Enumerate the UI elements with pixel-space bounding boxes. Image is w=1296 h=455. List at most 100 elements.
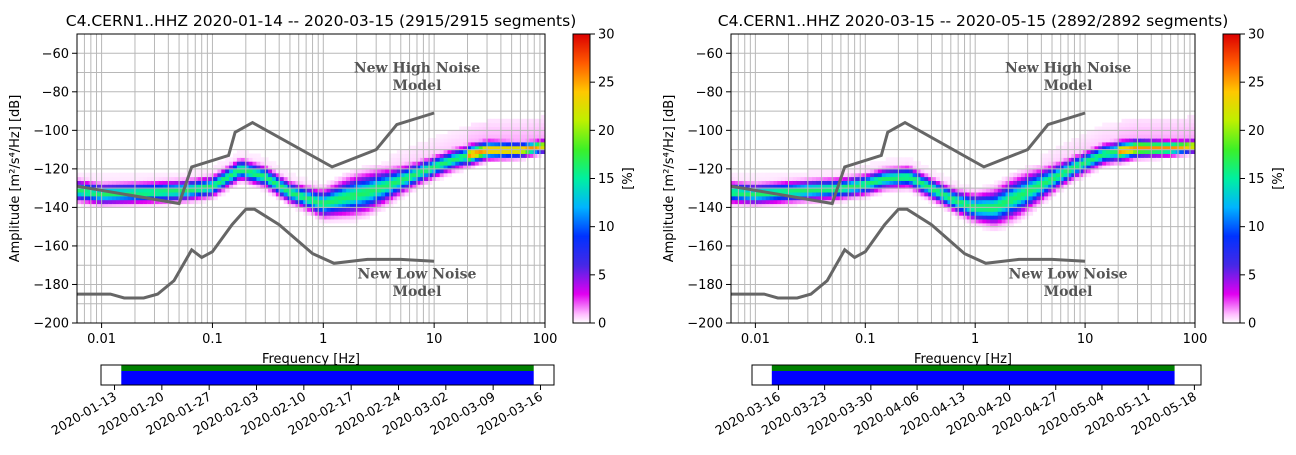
heatmap-cell (428, 176, 433, 181)
heatmap-cell (373, 188, 378, 193)
heatmap-cell (314, 192, 320, 197)
heatmap-cell (800, 172, 805, 178)
heatmap-cell (1032, 184, 1037, 189)
heatmap-cell (1137, 138, 1142, 143)
heatmap-cell (1017, 168, 1022, 174)
heatmap-cell (1017, 192, 1022, 197)
heatmap-cell (521, 126, 526, 131)
heatmap-cell (217, 192, 222, 197)
heatmap-cell (201, 172, 207, 178)
heatmap-cell (1090, 134, 1095, 139)
heatmap-cell (785, 188, 790, 193)
heatmap-cell (209, 172, 214, 178)
heatmap-cell (322, 203, 328, 208)
heatmap-cell (990, 211, 995, 216)
heatmap-cell (1032, 192, 1037, 197)
heatmap-cell (1021, 172, 1026, 178)
heatmap-cell (773, 172, 778, 178)
heatmap-cell (781, 172, 786, 178)
heatmap-cell (201, 192, 207, 197)
heatmap-cell (1121, 153, 1126, 158)
heatmap-cell (862, 172, 867, 178)
heatmap-cell (997, 219, 1003, 224)
heatmap-cell (986, 199, 991, 205)
heatmap-cell (424, 149, 429, 154)
heatmap-cell (1094, 161, 1099, 166)
heatmap-cell (447, 165, 452, 170)
heatmap-cell (295, 188, 300, 193)
heatmap-cell (993, 180, 999, 185)
heatmap-cell (166, 192, 172, 197)
heatmap-cell (369, 192, 374, 197)
heatmap-cell (385, 195, 390, 201)
heatmap-cell (1036, 172, 1041, 178)
heatmap-cell (506, 126, 511, 131)
colorbar-tick-label: 0 (598, 317, 606, 332)
heatmap-cell (346, 176, 351, 181)
heatmap-cell (135, 203, 140, 208)
heatmap-cell (139, 192, 144, 197)
y-tick-label: −200 (687, 317, 723, 332)
heatmap-cell (1009, 184, 1014, 189)
heatmap-cell (478, 141, 484, 147)
heatmap-cell (831, 176, 836, 181)
heatmap-cell (1183, 138, 1188, 143)
heatmap-cell (808, 199, 813, 205)
heatmap-cell (874, 180, 879, 185)
heatmap-cell (1133, 149, 1138, 154)
heatmap-cell (182, 180, 187, 185)
heatmap-cell (932, 199, 937, 205)
x-tick-label: 1 (971, 332, 979, 347)
heatmap-cell (338, 195, 343, 201)
heatmap-cell (974, 222, 979, 228)
heatmap-cell (127, 203, 133, 208)
heatmap-cell (490, 157, 495, 162)
heatmap-cell (190, 195, 195, 201)
heatmap-cell (758, 180, 763, 185)
heatmap-cell (963, 188, 968, 193)
y-tick-label: −100 (33, 124, 69, 139)
heatmap-cell (916, 184, 921, 189)
heatmap-cell (1191, 138, 1196, 143)
heatmap-cell (408, 157, 413, 162)
heatmap-cell (916, 168, 921, 174)
heatmap-cell (966, 203, 972, 208)
heatmap-cell (808, 176, 813, 181)
heatmap-cell (1098, 141, 1103, 147)
heatmap-cell (182, 172, 187, 178)
heatmap-cell (408, 172, 413, 178)
heatmap-cell (139, 172, 144, 178)
heatmap-cell (966, 192, 972, 197)
heatmap-cell (311, 192, 316, 197)
heatmap-cell (1028, 184, 1034, 189)
heatmap-cell (353, 219, 359, 224)
heatmap-cell (1059, 188, 1065, 193)
heatmap-cell (812, 168, 817, 174)
heatmap-cell (893, 188, 898, 193)
heatmap-cell (1117, 130, 1123, 135)
heatmap-cell (1133, 153, 1138, 158)
heatmap-cell (831, 168, 836, 174)
heatmap-cell (746, 176, 751, 181)
heatmap-cell (373, 199, 378, 205)
plot-frame (76, 33, 546, 324)
heatmap-cell (1028, 207, 1034, 212)
heatmap-cell (100, 184, 105, 189)
heatmap-cell (823, 168, 829, 174)
heatmap-cell (96, 195, 101, 201)
heatmap-cell (854, 165, 860, 170)
heatmap-cell (408, 161, 413, 166)
heatmap-cell (389, 168, 394, 174)
heatmap-cell (209, 184, 214, 189)
heatmap-cell (326, 184, 331, 189)
heatmap-cell (139, 180, 144, 185)
heatmap-cell (1086, 145, 1092, 151)
heatmap-cell (974, 188, 979, 193)
heatmap-cell (731, 192, 736, 197)
heatmap-cell (229, 168, 234, 174)
heatmap-cell (533, 149, 538, 154)
heatmap-cell (935, 172, 941, 178)
heatmap-cell (765, 199, 771, 205)
heatmap-cell (131, 192, 136, 197)
heatmap-cell (1140, 126, 1146, 131)
